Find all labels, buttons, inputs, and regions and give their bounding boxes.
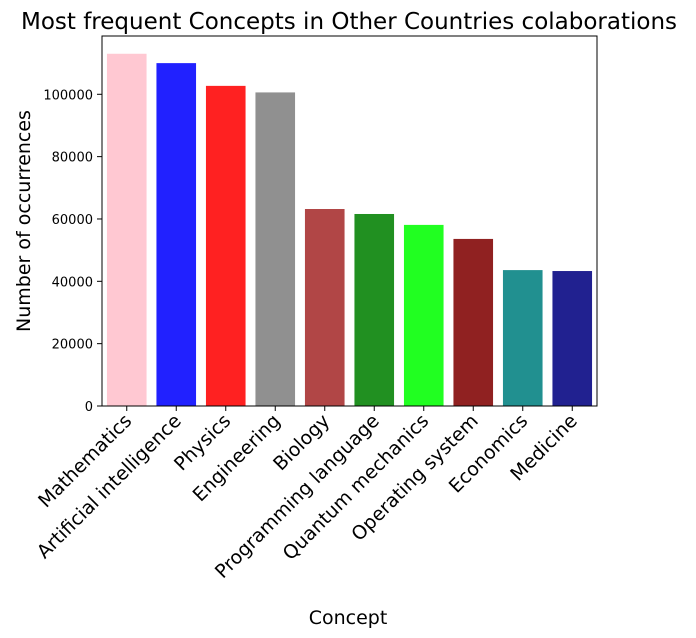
bar-quantum-mechanics	[403, 224, 444, 406]
plot-frame	[101, 35, 598, 407]
y-tick-label: 0	[85, 400, 93, 415]
x-axis-label: Concept	[309, 607, 388, 629]
bars-group	[106, 53, 593, 407]
bar-medicine	[552, 271, 593, 406]
y-tick-label: 40000	[52, 275, 93, 290]
y-tick-label: 80000	[52, 151, 93, 166]
bar-operating-system	[453, 238, 494, 406]
y-tick-label: 100000	[43, 88, 93, 103]
bar-artificial-intelligence	[156, 63, 197, 407]
bar-mathematics	[106, 53, 147, 406]
bar-physics	[205, 85, 246, 407]
y-axis-label: Number of occurrences	[13, 110, 35, 332]
bar-programming-language	[354, 213, 395, 406]
y-axis-ticks: 0 20000 40000 60000 80000 100000	[43, 88, 102, 415]
chart-title: Most frequent Concepts in Other Countrie…	[21, 9, 677, 35]
bar-engineering	[255, 92, 296, 406]
y-tick-label: 60000	[52, 213, 93, 228]
bar-economics	[502, 270, 543, 406]
y-tick-label: 20000	[52, 338, 93, 353]
bar-biology	[304, 208, 345, 406]
